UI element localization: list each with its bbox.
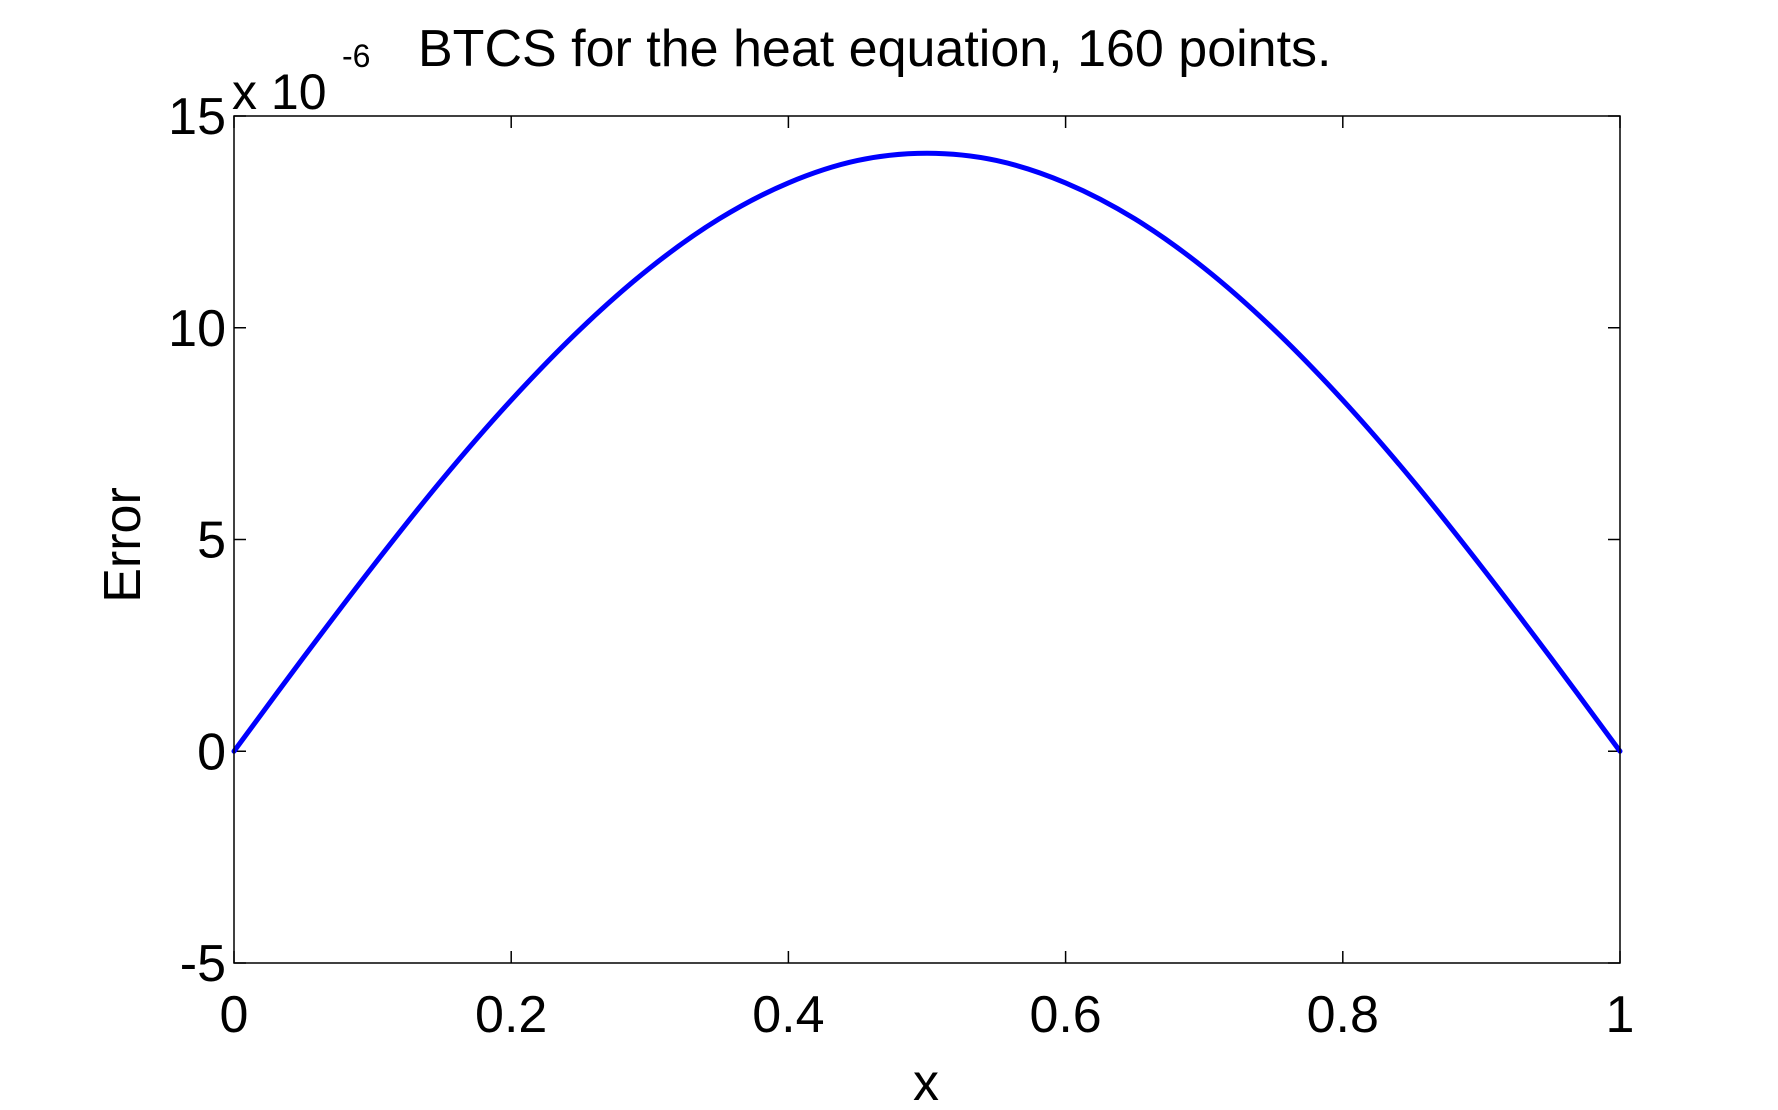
axis-multiplier-exponent: -6 — [342, 38, 370, 74]
x-tick-label: 0 — [220, 986, 249, 1044]
axis-multiplier-base: x 10 — [232, 64, 327, 120]
x-tick-label: 0.4 — [752, 986, 824, 1044]
x-tick-label: 1 — [1606, 986, 1635, 1044]
series-line — [231, 150, 1623, 754]
y-tick-label: 0 — [197, 723, 226, 781]
x-tick-label: 0.8 — [1307, 986, 1379, 1044]
x-tick-label: 0.6 — [1029, 986, 1101, 1044]
y-tick-label: -5 — [180, 935, 226, 993]
y-axis-label: Error — [94, 487, 152, 603]
y-tick-label: 5 — [197, 512, 226, 570]
x-axis-label: x — [913, 1054, 939, 1110]
plot-frame — [233, 115, 1621, 964]
plot-background — [234, 116, 1620, 963]
x-tick-label: 0.2 — [475, 986, 547, 1044]
chart-title: BTCS for the heat equation, 160 points. — [418, 20, 1331, 78]
y-tick-label: 15 — [168, 88, 226, 146]
y-tick-label: 10 — [168, 300, 226, 358]
